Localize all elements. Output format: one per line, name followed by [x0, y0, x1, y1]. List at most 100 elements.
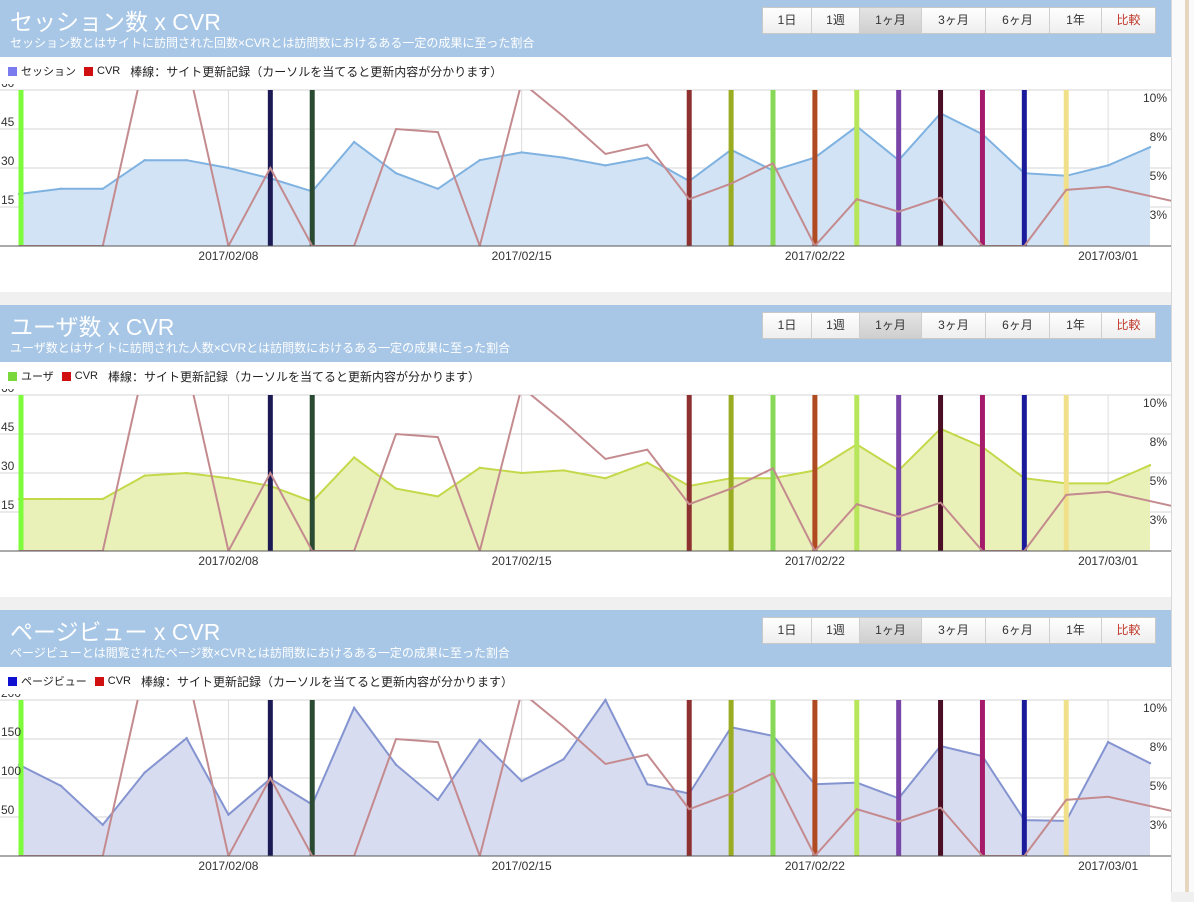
- update-bar[interactable]: [854, 90, 860, 246]
- compare-button[interactable]: 比較: [1102, 313, 1155, 338]
- series-point: [646, 783, 649, 786]
- update-bar[interactable]: [1021, 700, 1027, 856]
- range-1week-button[interactable]: 1週: [812, 8, 860, 33]
- series-point: [1148, 761, 1152, 765]
- series-point: [227, 477, 230, 480]
- update-bar[interactable]: [309, 395, 315, 551]
- range-1week-button[interactable]: 1週: [812, 313, 860, 338]
- update-bar[interactable]: [309, 90, 315, 246]
- update-bar[interactable]: [979, 700, 985, 856]
- cvr-line: [19, 700, 1171, 856]
- series-point: [143, 159, 146, 162]
- users-panel: ユーザ数 x CVR ユーザ数とはサイトに訪問された人数×CVRとは訪問数におけ…: [0, 305, 1171, 597]
- series-point: [185, 737, 188, 740]
- panel-header: セッション数 x CVR セッション数とはサイトに訪問された回数×CVRとは訪問…: [0, 0, 1171, 57]
- cvr-line: [19, 395, 1171, 551]
- update-bar[interactable]: [854, 700, 860, 856]
- range-selector: 1日 1週 1ヶ月 3ヶ月 6ヶ月 1年 比較: [762, 7, 1156, 34]
- x-tick-label: 2017/02/22: [785, 859, 845, 873]
- series-point: [478, 466, 481, 469]
- series-point: [394, 763, 398, 766]
- series-point: [562, 469, 565, 472]
- update-bar[interactable]: [770, 90, 776, 246]
- update-bar[interactable]: [938, 90, 944, 246]
- y-right-tick-label: 5%: [1150, 474, 1168, 488]
- range-1year-button[interactable]: 1年: [1050, 618, 1102, 643]
- range-1day-button[interactable]: 1日: [763, 313, 812, 338]
- series-point: [436, 495, 440, 498]
- update-bar[interactable]: [938, 395, 944, 551]
- update-bar[interactable]: [18, 90, 24, 246]
- series-point: [604, 477, 607, 480]
- series-point: [59, 187, 63, 190]
- update-bar[interactable]: [728, 395, 734, 551]
- update-bar[interactable]: [770, 700, 776, 856]
- legend-swatch: [94, 676, 104, 686]
- update-bar[interactable]: [1021, 395, 1027, 551]
- range-6month-button[interactable]: 6ヶ月: [986, 8, 1050, 33]
- legend-item: セッション: [8, 63, 76, 79]
- chart-legend: セッション CVR 棒線：サイト更新記録（カーソルを当てると更新内容が分かります）: [8, 63, 502, 79]
- update-bar[interactable]: [812, 90, 818, 246]
- series-point: [352, 706, 356, 709]
- panel-title: ユーザ数 x CVR: [10, 314, 175, 340]
- legend-swatch: [84, 66, 93, 76]
- legend-label: ユーザ: [21, 371, 54, 383]
- series-point: [604, 164, 607, 167]
- update-bar[interactable]: [938, 700, 944, 856]
- update-bar[interactable]: [18, 395, 24, 551]
- series-area: [19, 700, 1150, 856]
- update-bar[interactable]: [686, 700, 692, 856]
- x-tick-label: 2017/02/22: [785, 554, 845, 568]
- range-1week-button[interactable]: 1週: [812, 618, 860, 643]
- range-1year-button[interactable]: 1年: [1050, 313, 1102, 338]
- update-bar[interactable]: [1063, 90, 1069, 246]
- range-1year-button[interactable]: 1年: [1050, 8, 1102, 33]
- range-3month-button[interactable]: 3ヶ月: [922, 618, 986, 643]
- panel-subtitle: ユーザ数とはサイトに訪問された人数×CVRとは訪問数におけるある一定の成果に至っ…: [10, 341, 511, 355]
- update-bar[interactable]: [812, 395, 818, 551]
- range-6month-button[interactable]: 6ヶ月: [986, 618, 1050, 643]
- range-3month-button[interactable]: 3ヶ月: [922, 8, 986, 33]
- update-bar[interactable]: [979, 90, 985, 246]
- update-bar[interactable]: [896, 700, 902, 856]
- range-6month-button[interactable]: 6ヶ月: [986, 313, 1050, 338]
- compare-button[interactable]: 比較: [1102, 8, 1155, 33]
- series-line: [18, 698, 1151, 827]
- update-bar[interactable]: [686, 90, 692, 246]
- update-bar[interactable]: [686, 395, 692, 551]
- series-area: [19, 113, 1150, 247]
- update-bar[interactable]: [854, 395, 860, 551]
- legend-swatch: [61, 371, 71, 381]
- range-1day-button[interactable]: 1日: [763, 8, 812, 33]
- y-right-tick-label: 10%: [1143, 701, 1167, 715]
- y-left-tick-label: 15: [1, 193, 15, 207]
- update-bar[interactable]: [896, 90, 902, 246]
- y-left-tick-label: 30: [1, 459, 15, 473]
- update-bar[interactable]: [896, 395, 902, 551]
- update-bar[interactable]: [812, 700, 818, 856]
- update-bar[interactable]: [309, 700, 315, 856]
- range-3month-button[interactable]: 3ヶ月: [922, 313, 986, 338]
- update-bar[interactable]: [1021, 90, 1027, 246]
- compare-button[interactable]: 比較: [1102, 618, 1155, 643]
- legend-swatch: [8, 676, 17, 686]
- y-left-tick-label: 30: [1, 154, 15, 168]
- series-point: [101, 823, 104, 826]
- range-1day-button[interactable]: 1日: [763, 618, 812, 643]
- range-1month-button[interactable]: 1ヶ月: [860, 618, 922, 643]
- update-bar[interactable]: [770, 395, 776, 551]
- update-bar[interactable]: [1063, 700, 1069, 856]
- x-tick-label: 2017/02/15: [492, 859, 552, 873]
- range-1month-button[interactable]: 1ヶ月: [860, 8, 922, 33]
- update-bar[interactable]: [18, 700, 24, 856]
- x-tick-label: 2017/02/15: [492, 249, 552, 263]
- update-bar[interactable]: [979, 395, 985, 551]
- update-bar[interactable]: [728, 700, 734, 856]
- update-bar[interactable]: [1063, 395, 1069, 551]
- update-bar[interactable]: [728, 90, 734, 246]
- page-scrollbar[interactable]: [1171, 0, 1194, 892]
- legend-label: CVR: [74, 370, 99, 382]
- x-tick-label: 2017/03/01: [1078, 859, 1138, 873]
- range-1month-button[interactable]: 1ヶ月: [860, 313, 922, 338]
